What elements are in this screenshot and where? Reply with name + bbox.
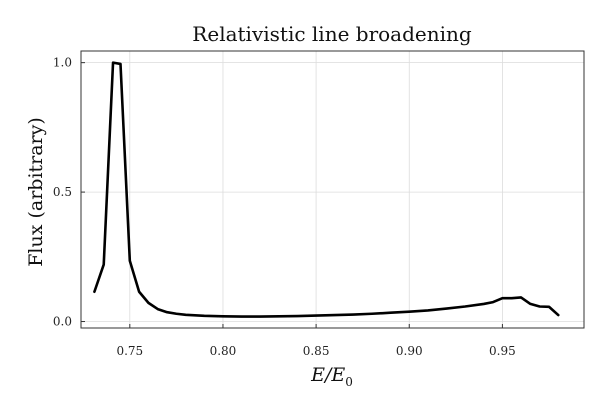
flux-series-line — [93, 61, 560, 318]
plot-frame — [80, 50, 585, 329]
y-tick-label: 1.0 — [53, 56, 72, 70]
y-tick-label: 0.0 — [53, 315, 72, 329]
x-tick-label: 0.95 — [489, 344, 516, 358]
grid — [81, 51, 584, 328]
x-tick-label: 0.90 — [396, 344, 423, 358]
series-group — [93, 61, 560, 318]
x-axis-label-subscript: 0 — [345, 375, 353, 389]
x-axis-label: E/E0 — [310, 364, 353, 389]
x-axis-label-main: E/E — [310, 364, 345, 386]
x-tick-label: 0.75 — [116, 344, 143, 358]
x-tick-label: 0.80 — [210, 344, 237, 358]
y-axis-label: Flux (arbitrary) — [25, 117, 47, 267]
chart-title: Relativistic line broadening — [192, 22, 472, 46]
ticks: 0.75 0.80 0.85 0.90 0.95 0.0 0.5 1.0 — [53, 56, 516, 358]
x-tick-label: 0.85 — [303, 344, 330, 358]
y-tick-label: 0.5 — [53, 185, 72, 199]
